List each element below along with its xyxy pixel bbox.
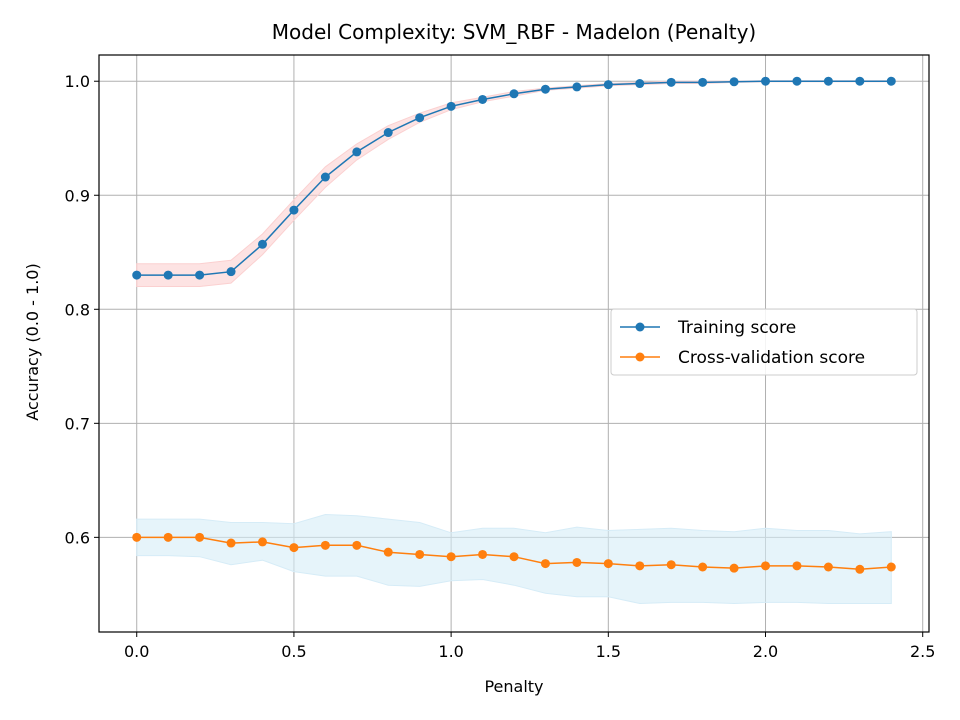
data-point-cross-validation [352, 540, 362, 550]
data-point-cross-validation [572, 557, 582, 567]
data-point-cross-validation [823, 562, 833, 572]
data-point-training [761, 76, 771, 86]
data-point-cross-validation [855, 564, 865, 574]
legend-marker-training [635, 322, 645, 332]
legend-marker-cross-validation [635, 352, 645, 362]
data-point-training [226, 267, 236, 277]
data-point-cross-validation [289, 543, 299, 553]
data-point-training [698, 77, 708, 87]
data-point-training [446, 101, 456, 111]
data-point-training [478, 94, 488, 104]
y-tick-label: 1.0 [65, 72, 90, 91]
data-point-training [792, 76, 802, 86]
x-tick-label: 2.5 [910, 642, 935, 661]
data-point-training [729, 77, 739, 87]
series-points [132, 76, 896, 574]
data-point-training [635, 79, 645, 89]
y-tick-label: 0.9 [65, 186, 90, 205]
data-point-cross-validation [540, 559, 550, 569]
y-tick-label: 0.6 [65, 528, 90, 547]
data-point-training [666, 77, 676, 87]
x-tick-label: 1.5 [596, 642, 621, 661]
data-point-cross-validation [635, 561, 645, 571]
y-tick-label: 0.8 [65, 300, 90, 319]
chart-title: Model Complexity: SVM_RBF - Madelon (Pen… [272, 20, 756, 44]
data-point-training [163, 270, 173, 280]
x-tick-label: 0.0 [124, 642, 149, 661]
data-point-training [383, 128, 393, 138]
data-point-cross-validation [761, 561, 771, 571]
data-point-cross-validation [666, 560, 676, 570]
data-point-cross-validation [257, 537, 267, 547]
plot-area [98, 54, 930, 633]
data-point-cross-validation [792, 561, 802, 571]
plot-frame [98, 54, 930, 633]
data-point-training [540, 84, 550, 94]
data-point-cross-validation [383, 547, 393, 557]
data-point-cross-validation [320, 540, 330, 550]
legend-label-training: Training score [677, 318, 796, 338]
data-point-training [257, 239, 267, 249]
data-point-cross-validation [729, 563, 739, 573]
data-point-cross-validation [132, 532, 142, 542]
data-point-training [352, 147, 362, 157]
data-point-training [289, 205, 299, 215]
x-tick-label: 0.5 [281, 642, 306, 661]
y-tick-label: 0.7 [65, 414, 90, 433]
data-point-cross-validation [478, 549, 488, 559]
data-point-cross-validation [415, 549, 425, 559]
data-point-training [320, 172, 330, 182]
data-point-cross-validation [886, 562, 896, 572]
data-point-cross-validation [195, 532, 205, 542]
y-axis: 0.6 0.7 0.8 0.9 1.0 [65, 72, 99, 547]
data-point-training [509, 89, 519, 99]
legend-label-cross-validation: Cross-validation score [678, 348, 865, 368]
data-point-cross-validation [446, 552, 456, 562]
x-axis-label: Penalty [484, 677, 543, 696]
data-point-training [603, 80, 613, 90]
legend-box [610, 308, 918, 376]
x-tick-label: 1.0 [438, 642, 463, 661]
data-point-training [415, 113, 425, 123]
data-point-cross-validation [509, 552, 519, 562]
data-point-training [886, 76, 896, 86]
x-tick-label: 2.0 [753, 642, 778, 661]
data-point-cross-validation [603, 559, 613, 569]
data-point-cross-validation [163, 532, 173, 542]
legend: Training score Cross-validation score [610, 308, 918, 376]
data-point-cross-validation [226, 538, 236, 548]
data-point-training [855, 76, 865, 86]
data-point-training [572, 82, 582, 92]
x-axis: 0.0 0.5 1.0 1.5 2.0 2.5 [124, 632, 935, 661]
data-point-training [195, 270, 205, 280]
data-point-training [823, 76, 833, 86]
data-point-cross-validation [698, 562, 708, 572]
y-axis-label: Accuracy (0.0 - 1.0) [23, 263, 42, 420]
data-point-training [132, 270, 142, 280]
